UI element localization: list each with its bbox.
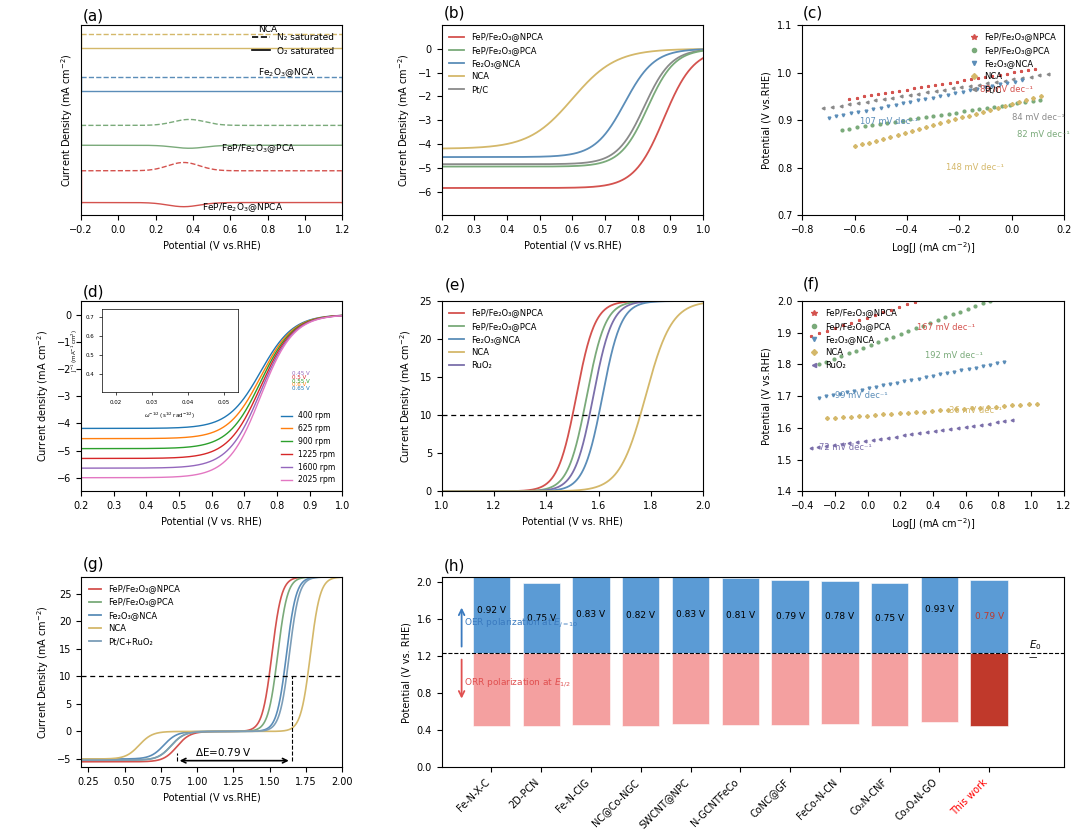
Bar xyxy=(572,653,610,725)
Text: ORR polarization at $E_{1/2}$: ORR polarization at $E_{1/2}$ xyxy=(464,676,571,689)
Text: 0.83 V: 0.83 V xyxy=(577,610,606,619)
Bar xyxy=(672,653,710,724)
Text: Fe$_2$O$_3$@NCA: Fe$_2$O$_3$@NCA xyxy=(258,66,315,79)
Bar xyxy=(473,568,510,653)
Text: $\Delta$E=0.79 V: $\Delta$E=0.79 V xyxy=(194,746,252,758)
Text: (c): (c) xyxy=(802,6,823,21)
Bar xyxy=(921,567,958,653)
Legend: FeP/Fe₂O₃@NPCA, FeP/Fe₂O₃@PCA, Fe₂O₃@NCA, NCA, Pt/C: FeP/Fe₂O₃@NPCA, FeP/Fe₂O₃@PCA, Fe₂O₃@NCA… xyxy=(967,29,1059,98)
Y-axis label: Potential (V vs.RHE): Potential (V vs.RHE) xyxy=(761,347,772,445)
Text: 36 mV dec⁻¹: 36 mV dec⁻¹ xyxy=(949,405,1002,414)
Bar xyxy=(721,578,759,653)
X-axis label: Potential (V vs.RHE): Potential (V vs.RHE) xyxy=(163,792,260,802)
Text: 167 mV dec⁻¹: 167 mV dec⁻¹ xyxy=(917,323,975,332)
Legend: N₂ saturated, O₂ saturated: N₂ saturated, O₂ saturated xyxy=(248,29,338,59)
Bar xyxy=(921,653,958,721)
Bar xyxy=(971,653,1008,726)
Bar xyxy=(870,584,908,653)
Y-axis label: Current Density (mA cm$^{-2}$): Current Density (mA cm$^{-2}$) xyxy=(399,329,414,463)
X-axis label: Potential (V vs.RHE): Potential (V vs.RHE) xyxy=(524,241,621,251)
Text: 0.82 V: 0.82 V xyxy=(626,610,656,620)
Text: (a): (a) xyxy=(83,9,104,24)
Text: (b): (b) xyxy=(444,6,464,21)
Bar xyxy=(523,653,559,726)
X-axis label: Log[J (mA cm$^{-2}$)]: Log[J (mA cm$^{-2}$)] xyxy=(891,516,975,532)
Bar xyxy=(672,576,710,653)
Text: 0.79 V: 0.79 V xyxy=(974,612,1003,621)
Legend: FeP/Fe₂O₃@NPCA, FeP/Fe₂O₃@PCA, Fe₂O₃@NCA, NCA, RuO₂: FeP/Fe₂O₃@NPCA, FeP/Fe₂O₃@PCA, Fe₂O₃@NCA… xyxy=(446,305,546,374)
Text: FeP/Fe$_2$O$_3$@NPCA: FeP/Fe$_2$O$_3$@NPCA xyxy=(202,201,284,214)
X-axis label: Log[J (mA cm$^{-2}$)]: Log[J (mA cm$^{-2}$)] xyxy=(891,241,975,256)
Bar xyxy=(523,584,559,653)
Text: (d): (d) xyxy=(83,285,104,300)
Y-axis label: Current Density (mA cm$^{-2}$): Current Density (mA cm$^{-2}$) xyxy=(36,605,52,739)
Text: 72 mV dec⁻¹: 72 mV dec⁻¹ xyxy=(819,443,872,452)
Legend: FeP/Fe₂O₃@NPCA, FeP/Fe₂O₃@PCA, Fe₂O₃@NCA, NCA, Pt/C: FeP/Fe₂O₃@NPCA, FeP/Fe₂O₃@PCA, Fe₂O₃@NCA… xyxy=(446,29,546,98)
Bar xyxy=(971,580,1008,653)
Text: NCA: NCA xyxy=(258,25,278,34)
Text: 84 mV dec⁻¹: 84 mV dec⁻¹ xyxy=(1012,113,1064,123)
Y-axis label: Potential (V vs.RHE): Potential (V vs.RHE) xyxy=(761,71,772,169)
Legend: FeP/Fe₂O₃@NPCA, FeP/Fe₂O₃@PCA, Fe₂O₃@NCA, NCA, RuO₂: FeP/Fe₂O₃@NPCA, FeP/Fe₂O₃@PCA, Fe₂O₃@NCA… xyxy=(807,305,900,374)
Text: 0.93 V: 0.93 V xyxy=(924,605,954,615)
Text: 0.81 V: 0.81 V xyxy=(726,611,755,620)
Text: (f): (f) xyxy=(802,276,820,291)
Bar xyxy=(771,580,809,653)
Text: 0.75 V: 0.75 V xyxy=(875,614,904,623)
Text: 192 mV dec⁻¹: 192 mV dec⁻¹ xyxy=(924,351,983,360)
Text: —: — xyxy=(1029,654,1037,662)
Legend: FeP/Fe₂O₃@NPCA, FeP/Fe₂O₃@PCA, Fe₂O₃@NCA, NCA, Pt/C+RuO₂: FeP/Fe₂O₃@NPCA, FeP/Fe₂O₃@PCA, Fe₂O₃@NCA… xyxy=(85,581,183,650)
X-axis label: Potential (V vs. RHE): Potential (V vs. RHE) xyxy=(522,516,623,526)
Text: (h): (h) xyxy=(444,559,465,574)
Text: 0.79 V: 0.79 V xyxy=(775,612,805,621)
Text: 0.75 V: 0.75 V xyxy=(527,614,556,623)
Text: 88 mV dec⁻¹: 88 mV dec⁻¹ xyxy=(981,84,1034,93)
Bar xyxy=(771,653,809,725)
Text: 99 mV dec⁻¹: 99 mV dec⁻¹ xyxy=(835,391,888,399)
Bar xyxy=(821,653,859,724)
Text: (e): (e) xyxy=(444,278,465,293)
Legend: 400 rpm, 625 rpm, 900 rpm, 1225 rpm, 1600 rpm, 2025 rpm: 400 rpm, 625 rpm, 900 rpm, 1225 rpm, 160… xyxy=(278,409,338,488)
Text: 148 mV dec⁻¹: 148 mV dec⁻¹ xyxy=(946,163,1004,172)
Text: 107 mV dec⁻¹: 107 mV dec⁻¹ xyxy=(860,117,918,125)
Bar xyxy=(721,653,759,725)
Bar xyxy=(622,653,660,726)
Text: (g): (g) xyxy=(82,556,104,571)
Y-axis label: Current density (mA cm$^{-2}$): Current density (mA cm$^{-2}$) xyxy=(36,330,52,462)
Bar xyxy=(622,577,660,653)
Y-axis label: Current Density (mA cm$^{-2}$): Current Density (mA cm$^{-2}$) xyxy=(59,53,76,187)
Bar xyxy=(821,580,859,653)
Text: 82 mV dec⁻¹: 82 mV dec⁻¹ xyxy=(1016,130,1069,138)
Text: FeP/Fe$_2$O$_3$@PCA: FeP/Fe$_2$O$_3$@PCA xyxy=(221,143,296,155)
Bar xyxy=(572,576,610,653)
Text: 0.78 V: 0.78 V xyxy=(825,612,854,621)
X-axis label: Potential (V vs.RHE): Potential (V vs.RHE) xyxy=(163,241,260,251)
Text: 0.83 V: 0.83 V xyxy=(676,610,705,619)
Text: 0.92 V: 0.92 V xyxy=(477,605,505,615)
Bar xyxy=(473,653,510,726)
Text: $E_0$: $E_0$ xyxy=(1029,638,1041,652)
X-axis label: Potential (V vs. RHE): Potential (V vs. RHE) xyxy=(161,516,262,526)
Bar xyxy=(870,653,908,726)
Text: OER polarization at $E_{j=10}$: OER polarization at $E_{j=10}$ xyxy=(464,617,579,630)
Y-axis label: Potential (V vs. RHE): Potential (V vs. RHE) xyxy=(401,621,411,722)
Y-axis label: Current Density (mA cm$^{-2}$): Current Density (mA cm$^{-2}$) xyxy=(396,53,413,187)
